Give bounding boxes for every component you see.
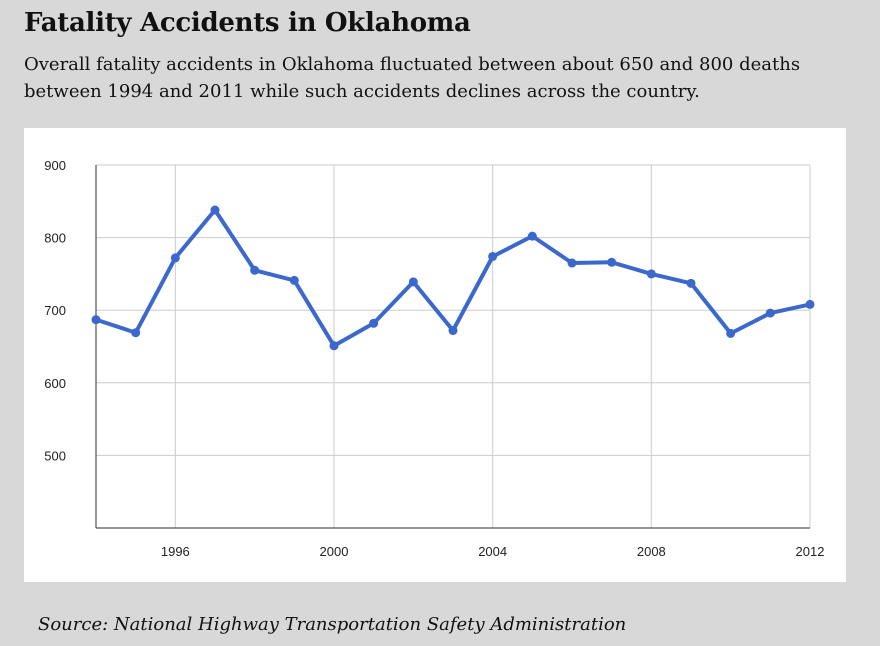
page-subtitle: Overall fatality accidents in Oklahoma f… — [24, 54, 801, 102]
data-point-1999 — [289, 275, 299, 285]
data-point-1998 — [250, 265, 260, 275]
data-point-1997 — [210, 205, 220, 215]
data-point-2008 — [646, 269, 656, 279]
x-tick-label-2008: 2008 — [637, 544, 666, 559]
data-point-2012 — [805, 299, 815, 309]
data-point-1994 — [91, 315, 101, 325]
data-point-2006 — [567, 258, 577, 268]
x-tick-label-2012: 2012 — [796, 544, 825, 559]
data-point-2000 — [329, 341, 339, 351]
y-tick-label-900: 900 — [44, 158, 66, 173]
series-line-0 — [94, 208, 812, 348]
data-point-2010 — [726, 328, 736, 338]
data-point-2002 — [408, 277, 418, 287]
x-tick-label-2004: 2004 — [478, 544, 507, 559]
data-point-2001 — [369, 318, 379, 328]
x-tick-label-1996: 1996 — [161, 544, 190, 559]
data-point-1995 — [131, 328, 141, 338]
y-tick-label-500: 500 — [44, 448, 66, 463]
data-point-1996 — [170, 253, 180, 263]
y-tick-label-800: 800 — [44, 231, 66, 246]
data-point-2004 — [488, 251, 498, 261]
data-point-2003 — [448, 326, 458, 336]
page-title: Fatality Accidents in Oklahoma — [24, 8, 471, 38]
chart-panel: 500 600 700 800 900 1996 2000 2004 2008 2012 — [24, 128, 846, 582]
data-point-2009 — [686, 278, 696, 288]
y-tick-label-700: 700 — [44, 303, 66, 318]
x-tick-label-2000: 2000 — [320, 544, 349, 559]
data-point-2005 — [527, 231, 537, 241]
data-point-2011 — [765, 308, 775, 318]
y-tick-label-600: 600 — [44, 376, 66, 391]
data-point-2007 — [607, 257, 617, 267]
line-chart: 500 600 700 800 900 1996 2000 2004 2008 2012 — [44, 158, 825, 559]
source-note: Source: National Highway Transportation … — [38, 614, 627, 635]
